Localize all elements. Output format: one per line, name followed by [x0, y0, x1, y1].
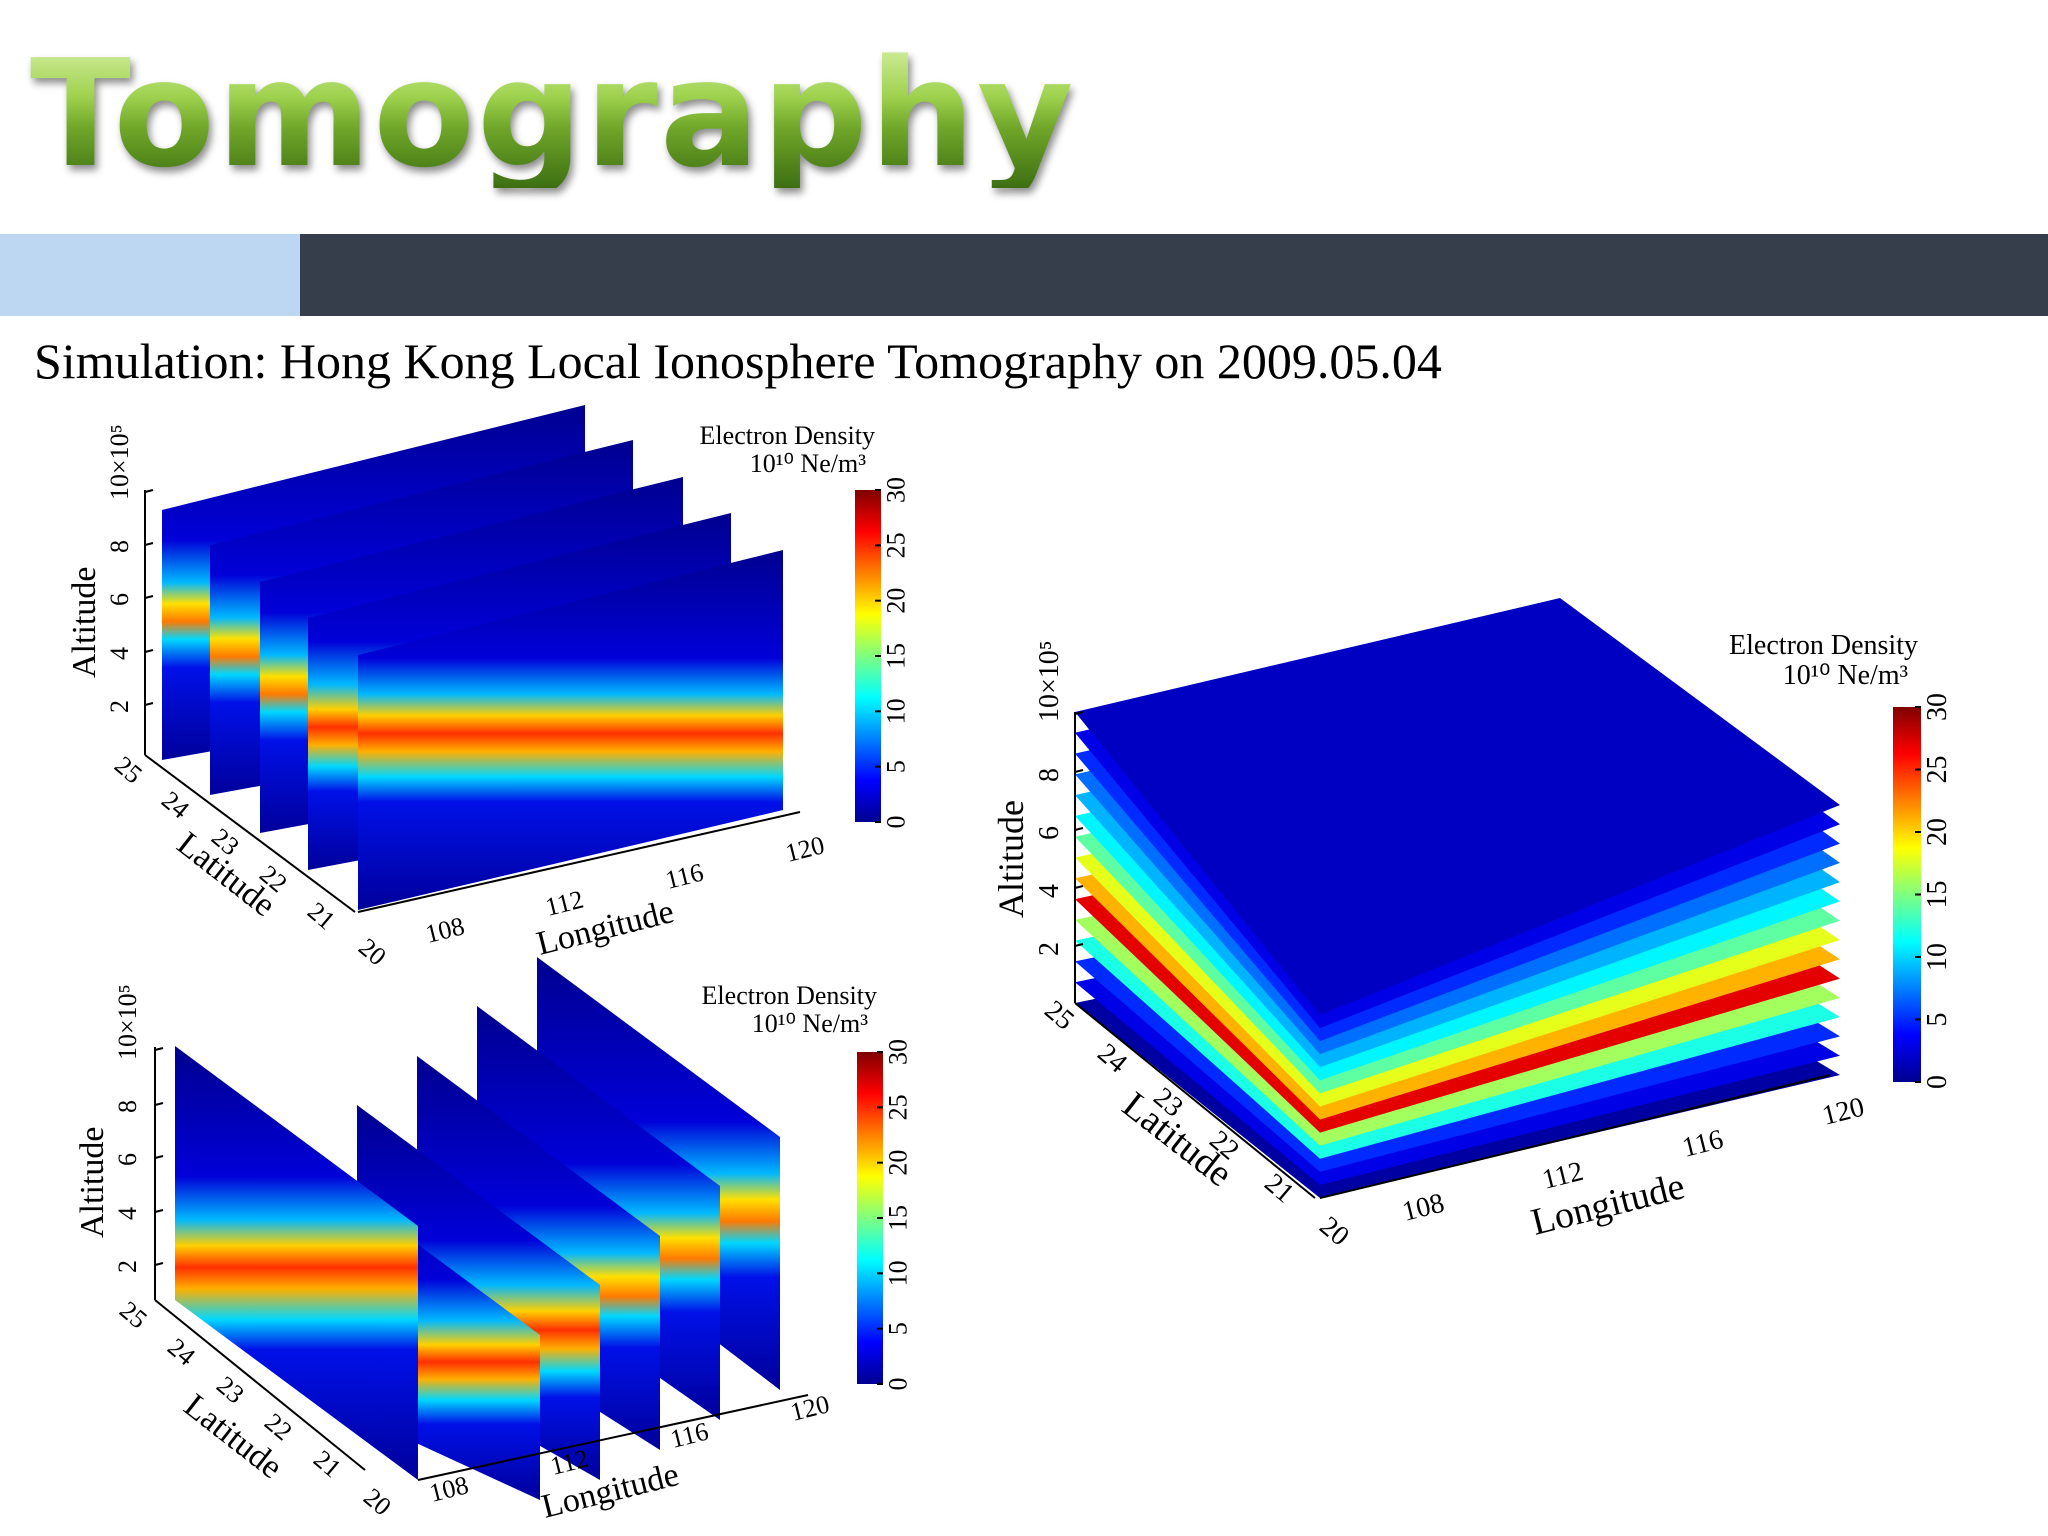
- slide-title: Tomography: [30, 28, 1076, 200]
- fig1-ytick: 21: [302, 896, 341, 935]
- colorbar-tick-label: 0: [881, 816, 910, 829]
- fig3-z-exponent: 10×10⁵: [1034, 640, 1065, 722]
- fig3-ztick: 2: [1034, 942, 1065, 956]
- fig3-xtick: 120: [1819, 1092, 1867, 1132]
- fig1-colorbar-title: Electron Density: [700, 421, 875, 450]
- colorbar-tick-label: 25: [881, 532, 910, 558]
- fig3-ytick: 25: [1039, 995, 1080, 1037]
- colorbar-tick-label: 20: [1922, 818, 1953, 846]
- fig3-ytick: 20: [1314, 1211, 1355, 1253]
- lat-slice-21: [358, 550, 783, 910]
- accent-bar-dark: [300, 234, 2048, 316]
- fig1-xtick: 108: [422, 911, 467, 949]
- colorbar-tick-label: 10: [883, 1260, 912, 1286]
- fig2-altitude-ticks: [154, 1047, 164, 1266]
- fig2-ztick: 8: [113, 1100, 142, 1113]
- fig1-ztick: 4: [105, 647, 134, 660]
- slide-subtitle: Simulation: Hong Kong Local Ionosphere T…: [34, 333, 1442, 389]
- fig2-ytick: 20: [358, 1482, 397, 1521]
- colorbar-tick-label: 30: [883, 1039, 912, 1065]
- fig3-xtick: 116: [1679, 1124, 1726, 1164]
- accent-bar-light: [0, 234, 300, 316]
- altitude-slice: [1075, 598, 1840, 1015]
- fig3-ztick: 6: [1034, 826, 1065, 840]
- fig1-colorbar-units: 10¹⁰ Ne/m³: [750, 449, 866, 478]
- colorbar-tick-label: 10: [881, 698, 910, 724]
- fig2-ztick: 2: [113, 1260, 142, 1273]
- fig1-ztick: 2: [105, 700, 134, 713]
- fig3-colorbar-ticks: 0 5 10 15 20 25 30: [1915, 693, 1953, 1089]
- figure-altitude-slices: Altitude 10×10⁵ 2 4 6 8 25 24 23 22 21 2…: [991, 598, 1953, 1252]
- colorbar-tick-label: 15: [883, 1205, 912, 1231]
- fig1-longitude-axis: [357, 811, 801, 913]
- fig1-ytick: 24: [156, 785, 195, 824]
- colorbar-tick-label: 25: [1922, 756, 1953, 784]
- colorbar-tick-label: 5: [881, 760, 910, 773]
- fig2-ztick: 4: [113, 1207, 142, 1220]
- fig1-ztick: 8: [105, 540, 134, 553]
- fig1-ytick: 20: [353, 932, 392, 971]
- fig1-z-exponent: 10×10⁵: [105, 424, 134, 500]
- fig2-colorbar-ticks: 0 5 10 15 20 25 30: [877, 1039, 912, 1391]
- fig2-colorbar-units: 10¹⁰ Ne/m³: [752, 1009, 868, 1038]
- fig3-xtick: 108: [1399, 1188, 1447, 1228]
- colorbar-tick-label: 0: [883, 1378, 912, 1391]
- fig2-ytick: 24: [162, 1332, 201, 1371]
- fig3-ztick: 4: [1034, 884, 1065, 898]
- fig1-altitude-ticks: [144, 489, 154, 706]
- colorbar-tick-label: 30: [1922, 693, 1953, 721]
- fig2-ytick: 25: [114, 1295, 153, 1334]
- fig3-latitude-axis: [1074, 1002, 1316, 1199]
- colorbar-tick-label: 5: [1922, 1013, 1953, 1027]
- colorbar-tick-label: 25: [883, 1094, 912, 1120]
- lon-slice-105: [175, 1046, 418, 1480]
- fig2-zlabel: Altitude: [74, 1127, 111, 1238]
- figure-longitude-slices: Altitude 10×10⁵ 2 4 6 8 25 24 23 22 21 2…: [74, 957, 912, 1526]
- fig3-colorbar-title: Electron Density: [1729, 630, 1918, 661]
- fig2-xtick: 116: [667, 1416, 711, 1453]
- figure-latitude-slices: Altitude 10×10⁵ 2 4 6 8 25 24 23 22 21 2…: [66, 405, 910, 971]
- colorbar-tick-label: 15: [1922, 881, 1953, 909]
- fig1-colorbar-ticks: 0 5 10 15 20 25 30: [875, 477, 910, 829]
- fig2-colorbar-title: Electron Density: [702, 981, 877, 1010]
- fig3-altitude-ticks: [1074, 711, 1084, 947]
- colorbar-tick-label: 0: [1922, 1075, 1953, 1089]
- fig1-ytick: 25: [109, 750, 148, 789]
- colorbar-tick-label: 30: [881, 477, 910, 503]
- fig1-ztick: 6: [105, 593, 134, 606]
- fig2-longitude-axis: [417, 1394, 809, 1481]
- fig1-zlabel: Altitude: [66, 567, 103, 678]
- altitude-slice-stack: [1075, 598, 1840, 1198]
- colorbar-tick-label: 20: [881, 588, 910, 614]
- colorbar-tick-label: 10: [1922, 943, 1953, 971]
- colorbar-tick-label: 5: [883, 1322, 912, 1335]
- colorbar-tick-label: 20: [883, 1150, 912, 1176]
- fig1-xtick: 120: [782, 830, 827, 868]
- fig2-ztick: 6: [113, 1153, 142, 1166]
- colorbar-tick-label: 15: [881, 643, 910, 669]
- fig2-latitude-axis: [154, 1299, 366, 1471]
- fig3-colorbar-units: 10¹⁰ Ne/m³: [1783, 660, 1908, 691]
- fig2-xtick: 120: [787, 1389, 832, 1427]
- fig3-zlabel: Altitude: [991, 800, 1031, 918]
- fig1-latitude-axis: [144, 754, 356, 913]
- fig2-z-exponent: 10×10⁵: [113, 984, 142, 1060]
- fig3-longitude-axis: [1319, 1074, 1831, 1199]
- fig3-ztick: 8: [1034, 768, 1065, 782]
- fig1-xtick: 116: [662, 857, 706, 894]
